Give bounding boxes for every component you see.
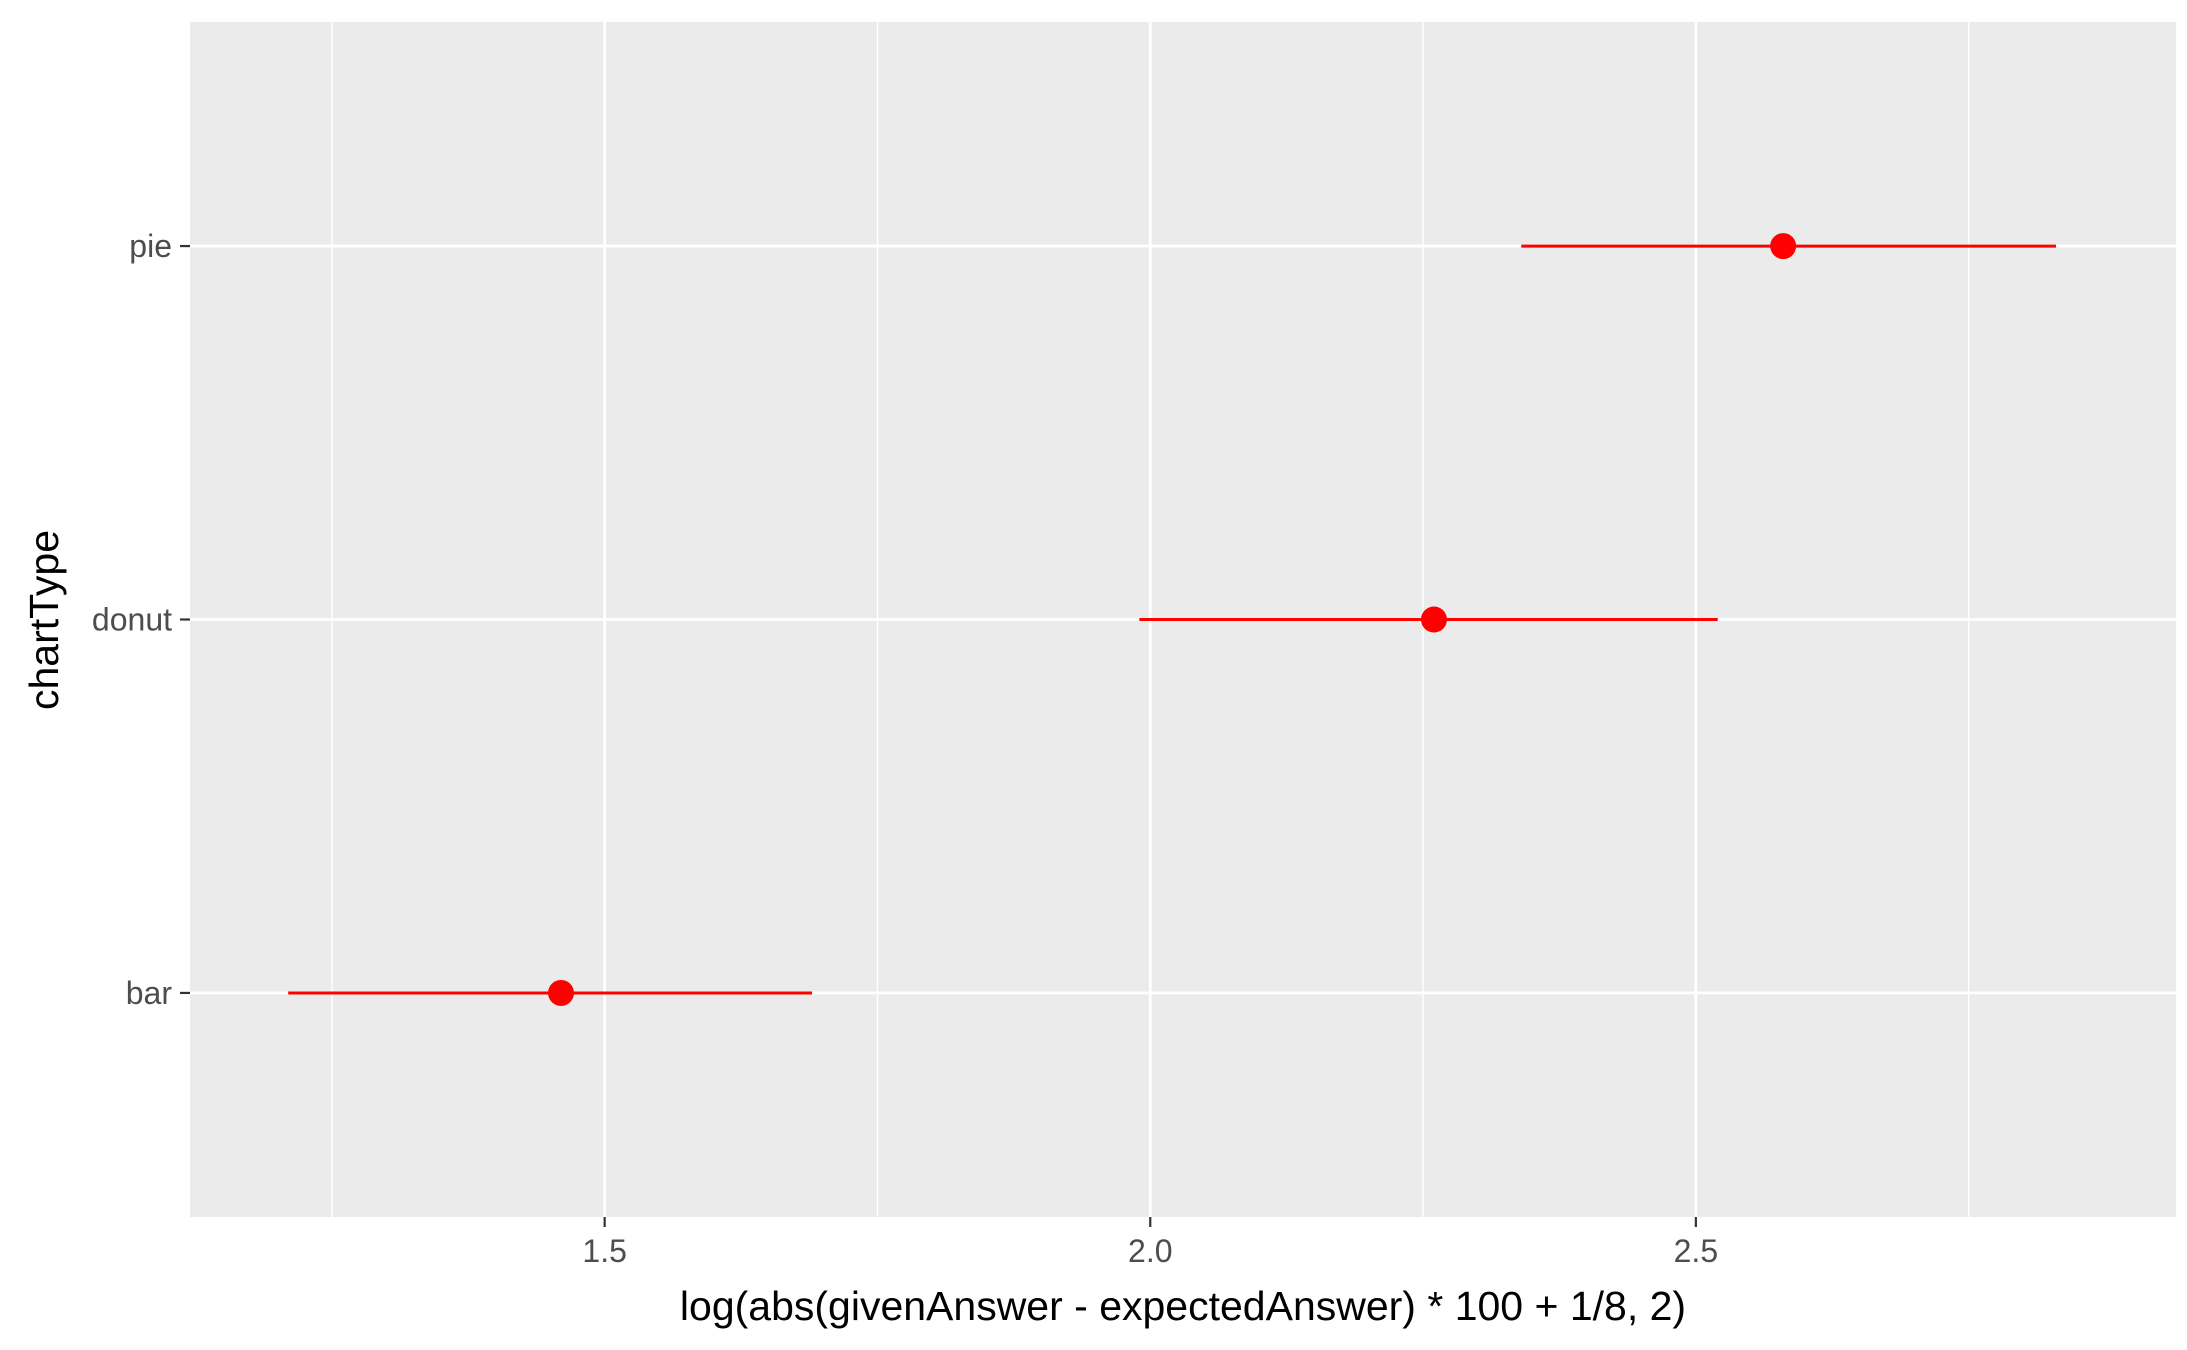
point-bar [548,979,575,1006]
marks [288,233,2056,1006]
point-pie [1770,233,1797,260]
y-tick-label: donut [92,602,172,638]
point-donut [1420,606,1447,633]
y-tick-label: bar [126,975,173,1011]
x-tick-label: 2.0 [1128,1233,1172,1269]
x-axis-title: log(abs(givenAnswer - expectedAnswer) * … [680,1283,1686,1329]
axes: 1.5 2.0 2.5 bar donut pie [92,228,1718,1269]
y-tick-label: pie [129,228,172,264]
x-tick-label: 1.5 [582,1233,626,1269]
x-tick-label: 2.5 [1674,1233,1718,1269]
y-axis-title: chartType [21,530,67,710]
